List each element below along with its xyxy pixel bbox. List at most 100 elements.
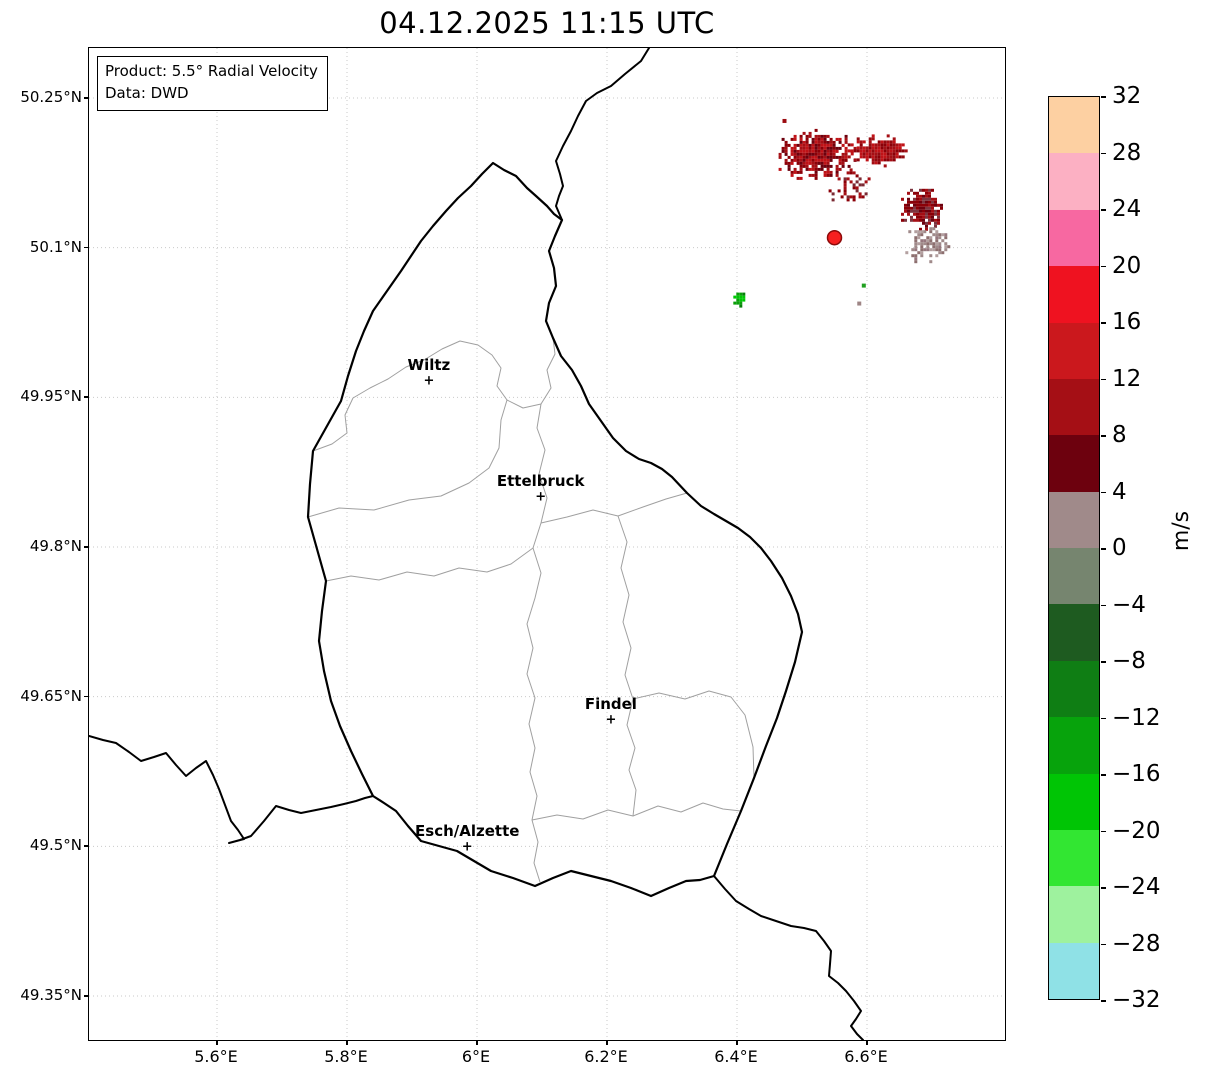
colorbar-tick-label: 24: [1112, 196, 1142, 222]
page-title: 04.12.2025 11:15 UTC: [379, 6, 715, 40]
echo-band-east: [847, 134, 908, 168]
y-tick-label: 50.1°N: [29, 237, 82, 256]
colorbar-tick-mark: [1101, 322, 1106, 324]
colorbar-segment: [1049, 266, 1099, 323]
district-border-north: [312, 337, 556, 452]
colorbar-segment: [1049, 717, 1099, 774]
country-borders: [89, 48, 864, 1040]
colorbar-segment: [1049, 209, 1099, 267]
france-germany-border: [713, 875, 864, 1040]
colorbar-tick-label: −20: [1112, 817, 1161, 844]
y-tick-label: 49.8°N: [29, 537, 82, 555]
colorbar-tick-label: 4: [1112, 478, 1127, 505]
echo-wisps-south: [828, 168, 871, 202]
colorbar-tick-mark: [1101, 209, 1106, 211]
colorbar-tick-label: −4: [1112, 591, 1146, 618]
france-belgium-border: [89, 735, 374, 844]
colorbar-segment: [1049, 829, 1099, 887]
x-tick-mark: [216, 1041, 218, 1045]
colorbar-segment: [1049, 435, 1099, 492]
city-marker-esch-alzette: +: [461, 839, 473, 855]
district-borders: [307, 337, 755, 883]
y-tick-mark: [84, 546, 88, 548]
product-label: Product: 5.5° Radial Velocity: [105, 62, 318, 80]
x-tick-label: 5.8°E: [324, 1047, 368, 1066]
colorbar-tick-label: 8: [1112, 422, 1127, 448]
colorbar-tick-label: 20: [1112, 252, 1142, 279]
colorbar-tick-label: 12: [1112, 365, 1142, 392]
colorbar-tick-label: −24: [1112, 874, 1161, 900]
colorbar-tick-label: −8: [1112, 648, 1146, 674]
colorbar-segment: [1049, 604, 1099, 661]
y-tick-mark: [84, 995, 88, 997]
luxembourg-border: [306, 161, 804, 898]
colorbar-tick-mark: [1101, 661, 1106, 663]
echo-speck: [782, 118, 787, 123]
city-label-findel: Findel: [584, 694, 637, 713]
colorbar-tick-mark: [1101, 604, 1106, 606]
colorbar-tick-mark: [1101, 943, 1106, 945]
y-tick-label: 50.25°N: [20, 88, 82, 106]
colorbar-unit-label: m/s: [1169, 510, 1194, 552]
colorbar-tick-label: 32: [1112, 83, 1142, 109]
district-border-northwest: [307, 399, 508, 518]
colorbar-tick-mark: [1101, 830, 1106, 832]
echo-northeast-upper: [901, 188, 943, 231]
colorbar-tick-label: −32: [1112, 987, 1161, 1013]
radar-echo-layer: [733, 118, 951, 308]
echo-inbound-small: [733, 292, 746, 308]
colorbar-tick-mark: [1101, 717, 1106, 719]
x-tick-mark: [866, 1041, 868, 1045]
belgium-germany-border: [555, 48, 650, 221]
city-label-ettelbruck: Ettelbruck: [496, 472, 585, 491]
echo-speck: [861, 283, 866, 288]
x-tick-mark: [476, 1041, 478, 1045]
x-tick-mark: [736, 1041, 738, 1045]
colorbar-segment: [1049, 378, 1099, 436]
district-border-east-horizontal: [540, 492, 688, 524]
colorbar-segment: [1049, 773, 1099, 830]
colorbar-tick-mark: [1101, 378, 1106, 380]
product-info-box: Product: 5.5° Radial Velocity Data: DWD: [97, 56, 328, 111]
x-tick-label: 6°E: [461, 1047, 491, 1066]
district-border-southeast-vertical: [617, 515, 637, 817]
colorbar-segment: [1049, 153, 1099, 210]
colorbar-tick-mark: [1101, 887, 1106, 889]
y-tick-mark: [84, 695, 88, 698]
echo-northeast-lower: [905, 227, 951, 264]
colorbar-segment: [1049, 886, 1099, 943]
echo-band-west: [778, 128, 857, 180]
colorbar-tick-label: 16: [1112, 309, 1142, 335]
colorbar-tick-label: −12: [1112, 704, 1161, 731]
y-tick-mark: [84, 97, 88, 99]
map-canvas: [89, 48, 1005, 1040]
colorbar-tick-mark: [1101, 491, 1106, 493]
x-tick-mark: [346, 1041, 348, 1045]
echo-speck: [857, 301, 862, 306]
x-tick-label: 6.6°E: [844, 1047, 888, 1066]
colorbar-tick-mark: [1101, 774, 1106, 776]
colorbar-tick-mark: [1101, 96, 1106, 98]
city-label-esch-alzette: Esch/Alzette: [415, 822, 520, 841]
y-tick-mark: [84, 396, 88, 398]
x-tick-label: 5.6°E: [194, 1047, 238, 1066]
y-tick-label: 49.35°N: [20, 986, 82, 1005]
grid-lines: [89, 48, 1005, 1040]
colorbar-tick-label: −28: [1112, 930, 1161, 957]
y-tick-label: 49.5°N: [29, 836, 82, 855]
colorbar-segment: [1049, 660, 1099, 718]
colorbar-tick-mark: [1101, 1000, 1106, 1002]
x-tick-label: 6.2°E: [584, 1047, 628, 1066]
colorbar-tick-label: 0: [1112, 535, 1127, 561]
district-border-mid-horizontal: [325, 547, 534, 582]
district-border-central-vertical: [526, 403, 548, 883]
colorbar-segment: [1049, 942, 1099, 999]
colorbar-tick-mark: [1101, 152, 1106, 154]
colorbar-segment: [1049, 548, 1099, 605]
radar-site-layer: [826, 229, 843, 246]
velocity-colorbar: [1048, 96, 1100, 1000]
y-tick-mark: [84, 246, 88, 249]
district-border-south-horizontal: [531, 802, 742, 821]
y-tick-mark: [84, 845, 88, 847]
